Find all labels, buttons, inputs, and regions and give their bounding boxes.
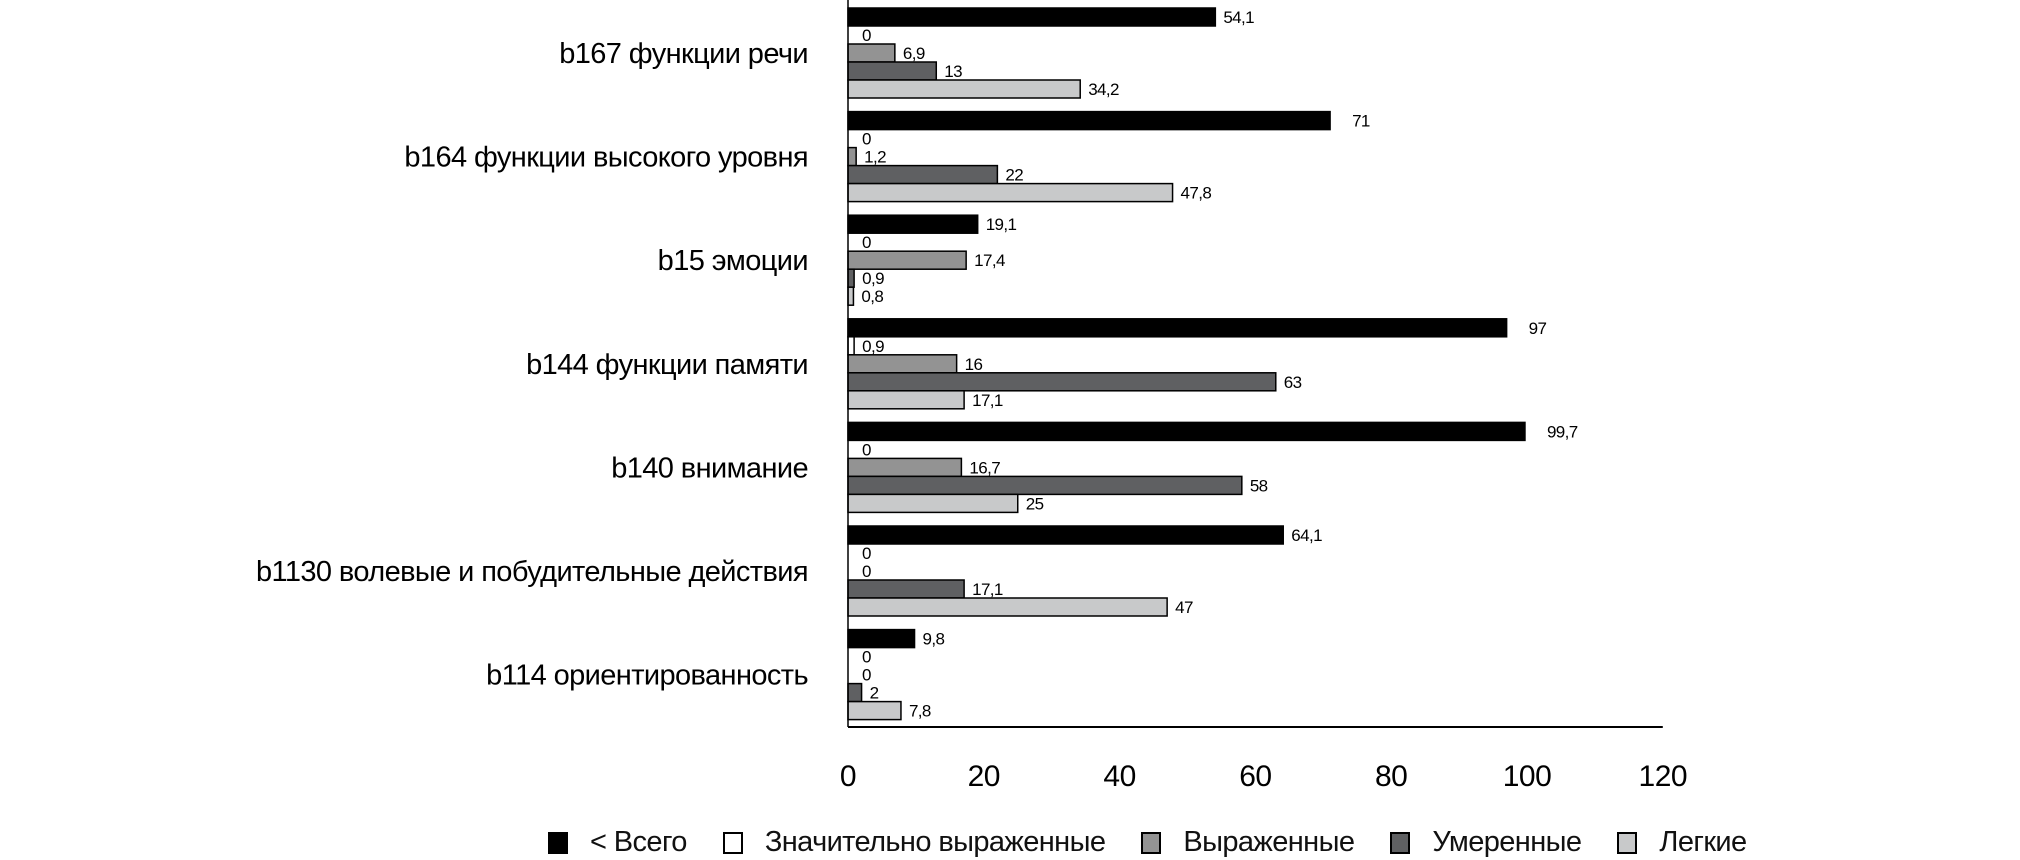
legend-label: Умеренные (1432, 826, 1582, 858)
legend-item: Умеренные (1390, 826, 1582, 859)
x-tick-label: 20 (968, 760, 1000, 793)
bar (847, 250, 967, 270)
bar (847, 268, 855, 288)
bar (847, 164, 999, 185)
legend-item: Легкие (1617, 826, 1747, 859)
data-label: 58 (1250, 476, 1268, 495)
data-label: 16 (965, 355, 983, 374)
bar-chart: b167 функции речи 54,1 0 6,9 13 34,2 b164 функ… (256, 0, 1688, 793)
data-label: 0 (862, 544, 871, 563)
data-label: 47 (1175, 598, 1193, 617)
bar (847, 146, 857, 167)
data-label: 47,8 (1181, 184, 1212, 203)
data-label: 0,9 (862, 337, 884, 356)
bar (847, 597, 1168, 617)
legend-label: Легкие (1659, 826, 1747, 858)
bar (847, 493, 1019, 514)
data-label: 0 (862, 440, 871, 459)
data-label: 0 (862, 562, 871, 581)
data-label: 0 (862, 648, 871, 667)
legend-item: Значительно выраженные (722, 826, 1106, 859)
bar (847, 457, 963, 478)
bar (847, 700, 902, 721)
legend: < Всего Значительно выраженные Выраженные У… (548, 826, 1783, 859)
legend-swatch (1390, 831, 1411, 854)
x-tick-label: 60 (1239, 760, 1271, 793)
bar (847, 286, 855, 306)
data-label: 71 (1352, 112, 1370, 131)
legend-swatch (1141, 831, 1162, 854)
data-label: 54,1 (1223, 8, 1254, 27)
data-label: 0 (862, 666, 871, 685)
data-label: 13 (944, 62, 962, 81)
data-label: 0 (862, 26, 871, 45)
category-label: b1130 волевые и побудительные действия (256, 556, 808, 588)
legend-label: < Всего (590, 826, 687, 858)
category-label: b140 внимание (611, 452, 808, 484)
category-label: b15 эмоции (658, 245, 808, 277)
legend-swatch (548, 831, 568, 854)
bar (847, 354, 958, 374)
bar (847, 421, 1526, 442)
data-label: 9,8 (923, 630, 945, 649)
data-label: 17,1 (972, 391, 1003, 410)
data-label: 17,1 (972, 580, 1003, 599)
bar (847, 182, 1174, 203)
bar (847, 579, 965, 599)
data-label: 99,7 (1547, 422, 1578, 441)
data-label: 19,1 (986, 215, 1017, 234)
data-label: 7,8 (909, 702, 931, 721)
bar (847, 318, 1508, 338)
x-tick-label: 0 (840, 760, 856, 793)
legend-swatch (722, 831, 743, 854)
bar (847, 214, 979, 234)
bar (847, 475, 1243, 496)
bar (847, 110, 1331, 131)
bar (847, 390, 965, 410)
data-label: 16,7 (969, 458, 1000, 477)
legend-item: Выраженные (1141, 826, 1355, 859)
data-label: 0 (862, 130, 871, 149)
data-label: 17,4 (974, 251, 1005, 270)
data-label: 2 (870, 684, 879, 703)
x-tick-label: 40 (1103, 760, 1135, 793)
bar (847, 43, 896, 63)
data-label: 0,9 (862, 269, 884, 288)
bar (847, 372, 1277, 392)
x-tick-label: 120 (1639, 760, 1688, 793)
data-label: 97 (1529, 319, 1547, 338)
bar (847, 628, 916, 649)
legend-label: Значительно выраженные (764, 826, 1106, 858)
data-label: 1,2 (864, 148, 886, 167)
bar (847, 682, 863, 703)
bar (847, 61, 938, 81)
data-label: 63 (1284, 373, 1302, 392)
bar (847, 525, 1284, 545)
bar (847, 7, 1217, 27)
category-label: b114 ориентированность (486, 660, 808, 692)
bar (847, 79, 1081, 99)
data-label: 22 (1005, 166, 1023, 185)
category-label: b164 функции высокого уровня (404, 142, 808, 174)
data-label: 34,2 (1088, 80, 1119, 99)
category-label: b167 функции речи (559, 38, 808, 70)
legend-swatch (1617, 831, 1638, 854)
legend-label: Выраженные (1183, 826, 1355, 858)
x-tick-label: 100 (1503, 760, 1552, 793)
legend-item: < Всего (548, 826, 687, 859)
data-label: 64,1 (1291, 526, 1322, 545)
data-label: 0,8 (861, 287, 883, 306)
data-label: 25 (1026, 494, 1044, 513)
bar (847, 336, 855, 356)
data-label: 0 (862, 233, 871, 252)
category-label: b144 функции памяти (526, 349, 808, 381)
x-tick-label: 80 (1375, 760, 1407, 793)
data-label: 6,9 (903, 44, 925, 63)
